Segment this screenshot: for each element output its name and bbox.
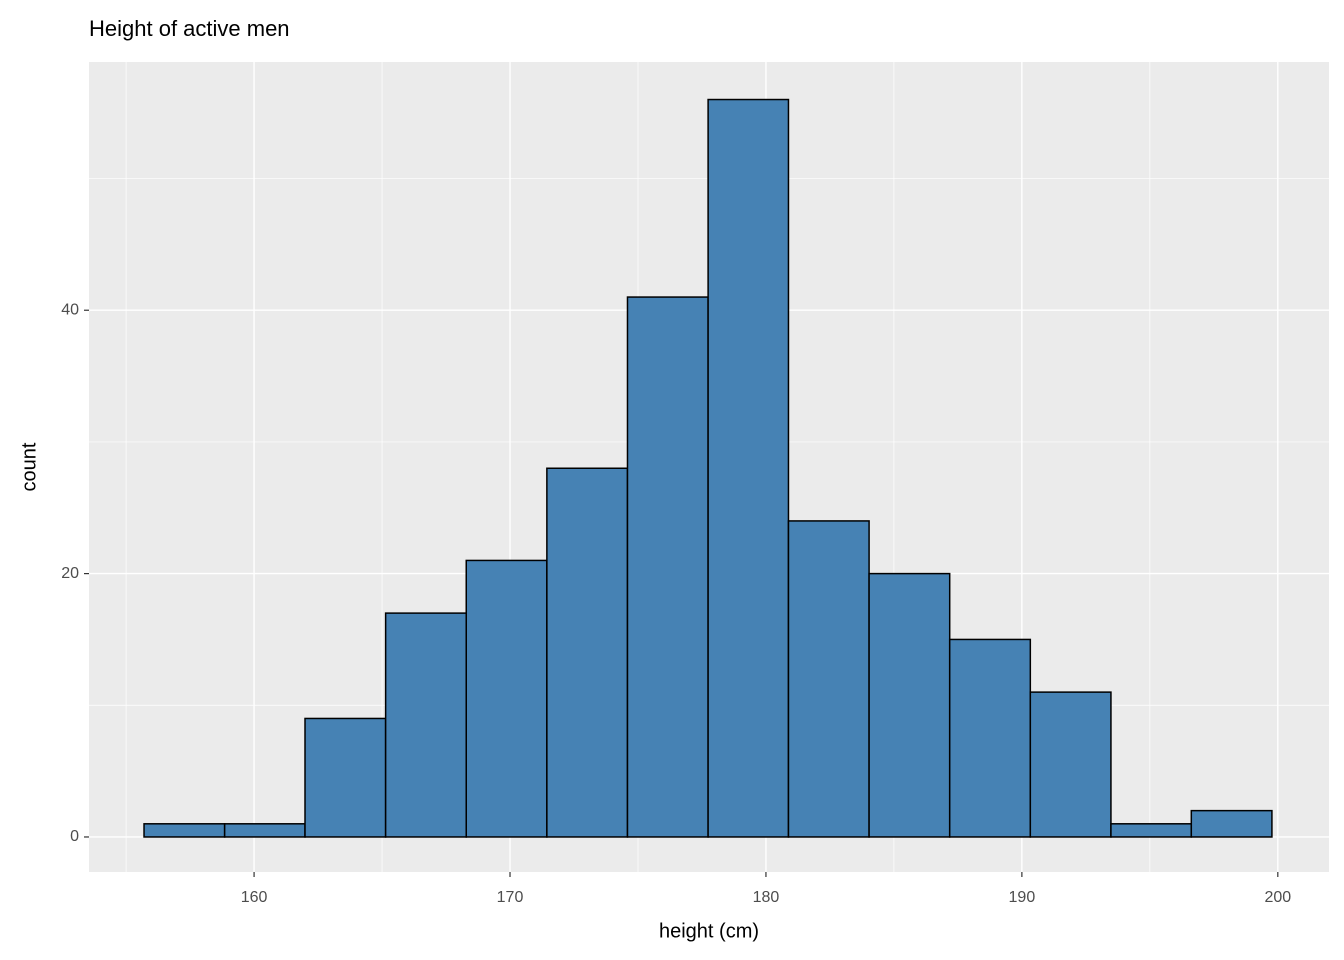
y-axis-title: count [18, 442, 40, 491]
bar [384, 612, 467, 838]
x-tick-label: 170 [497, 889, 524, 906]
bar [626, 296, 709, 838]
y-tick-label: 40 [61, 301, 79, 318]
bar [707, 98, 790, 838]
x-tick-label: 180 [753, 889, 780, 906]
x-axis-title: height (cm) [659, 920, 759, 942]
x-tick-label: 200 [1264, 889, 1291, 906]
x-tick-label: 190 [1009, 889, 1036, 906]
bar [1029, 691, 1112, 838]
bar [465, 559, 548, 838]
bar [546, 467, 629, 838]
x-tick-label: 160 [241, 889, 268, 906]
bar [868, 572, 951, 838]
bar [1190, 809, 1273, 838]
chart-title: Height of active men [89, 16, 290, 41]
bar [948, 638, 1032, 838]
bar [223, 823, 306, 838]
bar [143, 823, 226, 838]
bar [787, 520, 870, 838]
bar [304, 717, 387, 838]
y-tick-label: 0 [70, 828, 79, 845]
y-tick-label: 20 [61, 565, 79, 582]
bar [1110, 823, 1193, 838]
